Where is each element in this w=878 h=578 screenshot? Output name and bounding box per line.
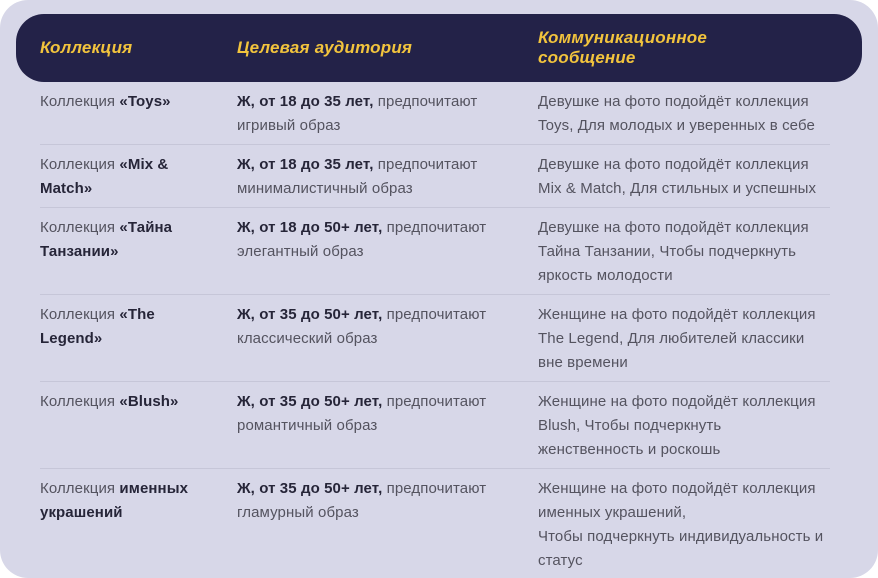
text-segment: предпочитают гламурный образ (237, 480, 487, 521)
cell-audience: Ж, от 35 до 50+ лет, предпочитают класси… (237, 303, 538, 375)
cell-audience: Ж, от 35 до 50+ лет, предпочитают гламур… (237, 477, 538, 573)
cell-collection: Коллекция «Toys» (40, 90, 237, 138)
cell-audience: Ж, от 35 до 50+ лет, предпочитают романт… (237, 390, 538, 462)
cell-audience: Ж, от 18 до 50+ лет, предпочитают элеган… (237, 216, 538, 288)
cell-collection: Коллекция «Тайна Танзании» (40, 216, 237, 288)
text-segment: Чтобы подчеркнуть индивидуальность и ста… (538, 528, 824, 569)
cell-message: Девушке на фото подойдёт коллекция Toys,… (538, 90, 830, 138)
text-segment: Женщине на фото подойдёт коллекция именн… (538, 480, 816, 521)
text-segment: Ж, от 35 до 50+ лет, (237, 480, 383, 497)
text-segment: «The Legend» (40, 306, 155, 347)
table-row: Коллекция «The Legend» Ж, от 35 до 50+ л… (40, 295, 830, 382)
table-row: Коллекция именных украшений Ж, от 35 до … (40, 469, 830, 578)
table-row: Коллекция «Toys» Ж, от 18 до 35 лет, пре… (40, 82, 830, 145)
table-header: Коллекция Целевая аудитория Коммуникацио… (16, 14, 862, 82)
text-segment: «Blush» (119, 393, 179, 410)
text-segment: Коллекция (40, 393, 120, 410)
column-header-audience: Целевая аудитория (237, 38, 413, 57)
text-segment: Коллекция (40, 306, 120, 323)
text-segment: предпочитают романтичный образ (237, 393, 487, 434)
text-segment: Коллекция (40, 156, 120, 173)
cell-message: Женщине на фото подойдёт коллекция именн… (538, 477, 830, 573)
cell-message: Девушке на фото подойдёт коллекция Тайна… (538, 216, 830, 288)
text-segment: Женщине на фото подойдёт коллекция The L… (538, 306, 816, 371)
text-segment: Девушке на фото подойдёт коллекция Тайна… (538, 219, 809, 284)
table-body: Коллекция «Toys» Ж, от 18 до 35 лет, пре… (40, 82, 830, 578)
text-segment: Коллекция (40, 219, 120, 236)
cell-collection: Коллекция «Blush» (40, 390, 237, 462)
cell-message: Девушке на фото подойдёт коллекция Mix &… (538, 153, 830, 201)
text-segment: предпочитают классический образ (237, 306, 487, 347)
text-segment: Ж, от 35 до 50+ лет, (237, 306, 383, 323)
text-segment: Девушке на фото подойдёт коллекция Mix &… (538, 156, 817, 197)
text-segment: «Mix & Match» (40, 156, 169, 197)
text-segment: предпочитают элегантный образ (237, 219, 487, 260)
text-segment: предпочитают игривый образ (237, 93, 478, 134)
text-segment: «Тайна Танзании» (40, 219, 173, 260)
column-header-collection: Коллекция (40, 38, 133, 57)
text-segment: Коллекция (40, 480, 120, 497)
cell-collection: Коллекция именных украшений (40, 477, 237, 573)
text-segment: Ж, от 18 до 50+ лет, (237, 219, 383, 236)
text-segment: Ж, от 35 до 50+ лет, (237, 393, 383, 410)
cell-audience: Ж, от 18 до 35 лет, предпочитают игривый… (237, 90, 538, 138)
text-segment: Ж, от 18 до 35 лет, (237, 93, 374, 110)
column-header-message: Коммуникационное сообщение (538, 28, 708, 67)
cell-collection: Коллекция «Mix & Match» (40, 153, 237, 201)
table-row: Коллекция «Mix & Match» Ж, от 18 до 35 л… (40, 145, 830, 208)
text-segment: Ж, от 18 до 35 лет, (237, 156, 374, 173)
table-row: Коллекция «Blush» Ж, от 35 до 50+ лет, п… (40, 382, 830, 469)
text-segment: Коллекция (40, 93, 120, 110)
cell-message: Женщине на фото подойдёт коллекция The L… (538, 303, 830, 375)
text-segment: предпочитают минималистичный образ (237, 156, 478, 197)
text-segment: Девушке на фото подойдёт коллекция Toys,… (538, 93, 815, 134)
table-row: Коллекция «Тайна Танзании» Ж, от 18 до 5… (40, 208, 830, 295)
text-segment: именных украшений (40, 480, 189, 521)
text-segment: Женщине на фото подойдёт коллекция Blush… (538, 393, 816, 458)
text-segment: «Toys» (119, 93, 171, 110)
cell-collection: Коллекция «The Legend» (40, 303, 237, 375)
cell-audience: Ж, от 18 до 35 лет, предпочитают минимал… (237, 153, 538, 201)
cell-message: Женщине на фото подойдёт коллекция Blush… (538, 390, 830, 462)
